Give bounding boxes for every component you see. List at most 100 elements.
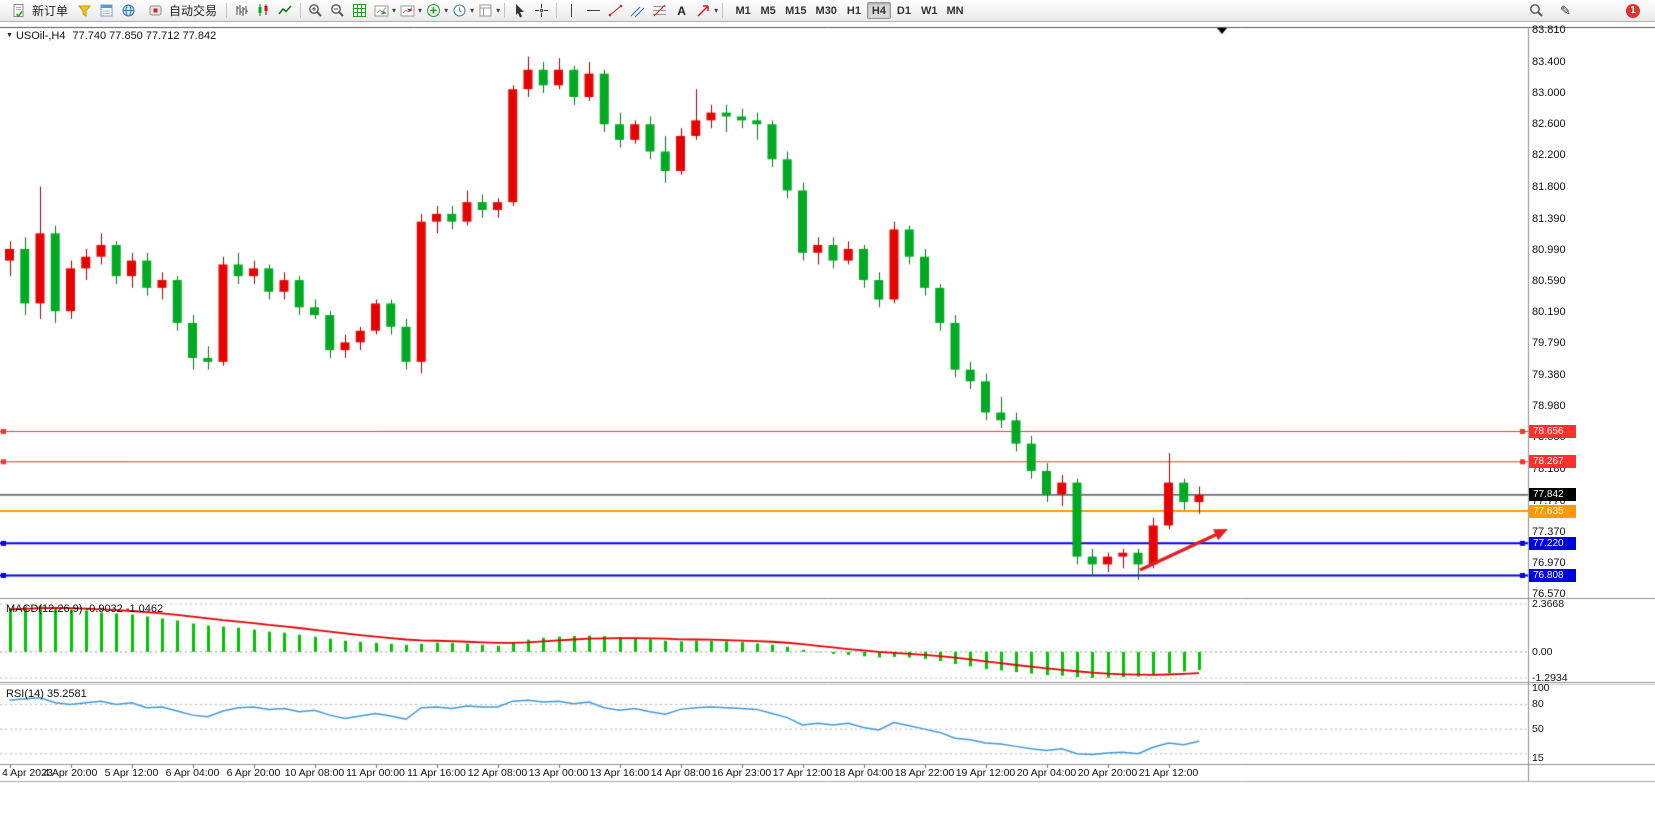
- symbol-collapse-icon[interactable]: ▼: [6, 32, 13, 39]
- timeframe-mn[interactable]: MN: [946, 4, 964, 17]
- dropdown-arrow-icon[interactable]: ▾: [444, 6, 449, 15]
- new-order-button[interactable]: 新订单: [3, 1, 73, 20]
- rsi-scale-label: 50: [1532, 723, 1544, 736]
- time-axis-label: 16 Apr 23:00: [711, 767, 772, 779]
- main-toolbar: 新订单 自动交易 ▾ ▾ ▾ ▾ ▾ A ▾ M1 M5 M15 M30 H1 H4 D1 W…: [0, 0, 1655, 22]
- timeframe-h4[interactable]: H4: [866, 2, 891, 19]
- crosshair-icon[interactable]: [531, 1, 552, 20]
- periods-clock-icon[interactable]: [449, 1, 470, 20]
- price-tag-77635: 77.635: [1529, 504, 1576, 518]
- macd-scale-label: 0.00: [1532, 645, 1553, 658]
- toolbar-separator: [300, 3, 302, 18]
- chart-canvas[interactable]: [0, 22, 1655, 827]
- bar-chart-mode-icon[interactable]: [231, 1, 252, 20]
- new-order-icon: [8, 1, 29, 20]
- grid-icon[interactable]: [349, 1, 370, 20]
- macd-current-values: -0.9032 -1.0462: [85, 603, 164, 615]
- chart-window: ▼ USOil-,H4 77.740 77.850 77.712 77.842 MA…: [0, 22, 1655, 827]
- timeframe-d1[interactable]: D1: [896, 4, 911, 17]
- search-icon[interactable]: [1526, 1, 1547, 20]
- timeframe-m30[interactable]: M30: [815, 4, 837, 17]
- time-axis-label: 18 Apr 04:00: [833, 767, 894, 779]
- trendline-tool-icon[interactable]: [605, 1, 626, 20]
- auto-trading-button[interactable]: 自动交易: [140, 1, 222, 20]
- price-axis-label: 78.980: [1532, 400, 1566, 413]
- price-tag-77842: 77.842: [1529, 488, 1576, 502]
- dropdown-arrow-icon[interactable]: ▾: [418, 6, 423, 15]
- price-tag-78656: 78.656: [1529, 424, 1576, 438]
- price-axis-label: 79.380: [1532, 369, 1566, 382]
- time-axis-label: 12 Apr 08:00: [467, 767, 528, 779]
- horizontal-line-tool-icon[interactable]: [583, 1, 604, 20]
- news-globe-icon[interactable]: [118, 1, 139, 20]
- dropdown-arrow-icon[interactable]: ▾: [714, 6, 719, 15]
- toolbar-separator: [722, 3, 724, 18]
- time-axis-label: 6 Apr 20:00: [226, 767, 281, 779]
- edit-pencil-icon[interactable]: ✎: [1560, 3, 1571, 18]
- vertical-line-tool-icon[interactable]: [561, 1, 582, 20]
- time-axis-label: 21 Apr 12:00: [1138, 767, 1199, 779]
- time-axis-label: 19 Apr 12:00: [955, 767, 1016, 779]
- fibonacci-tool-icon[interactable]: [649, 1, 670, 20]
- price-axis-label: 77.370: [1532, 525, 1566, 538]
- macd-scale-label: 2.3668: [1532, 598, 1565, 610]
- macd-scale-label: -1.2934: [1532, 672, 1568, 684]
- time-axis-label: 6 Apr 04:00: [165, 767, 220, 779]
- templates-icon[interactable]: [475, 1, 496, 20]
- shapes-tool-icon[interactable]: [693, 1, 714, 20]
- price-axis-label: 81.800: [1532, 180, 1566, 193]
- timeframe-w1[interactable]: W1: [920, 4, 938, 17]
- dropdown-arrow-icon[interactable]: ▾: [496, 6, 501, 15]
- data-window-icon[interactable]: [96, 1, 117, 20]
- toolbar-separator: [556, 3, 558, 18]
- market-depth-icon[interactable]: [74, 1, 95, 20]
- time-axis-label: 20 Apr 04:00: [1016, 767, 1077, 779]
- rsi-name: RSI(14): [6, 688, 44, 700]
- cursor-icon[interactable]: [509, 1, 530, 20]
- price-axis-label: 82.200: [1532, 149, 1566, 162]
- toolbar-separator: [504, 3, 506, 18]
- rsi-current-value: 35.2581: [46, 688, 87, 700]
- chart-symbol-timeframe: USOil-,H4: [15, 30, 66, 42]
- toolbar-separator: [226, 3, 228, 18]
- timeframe-m5[interactable]: M5: [760, 4, 776, 17]
- dropdown-arrow-icon[interactable]: ▾: [392, 6, 397, 15]
- text-tool-icon[interactable]: A: [677, 3, 686, 18]
- price-axis-label: 80.190: [1532, 306, 1566, 318]
- candlestick-mode-icon[interactable]: [253, 1, 274, 20]
- zoom-out-icon[interactable]: [327, 1, 348, 20]
- time-axis-label: 4 Apr 2023: [2, 767, 53, 779]
- dropdown-arrow-icon[interactable]: ▾: [470, 6, 475, 15]
- timeframe-m1[interactable]: M1: [735, 4, 751, 17]
- price-axis-label: 83.400: [1532, 55, 1566, 68]
- price-axis-label: 82.600: [1532, 118, 1566, 131]
- timeframe-m15[interactable]: M15: [785, 4, 807, 17]
- price-tag-76808: 76.808: [1529, 568, 1576, 582]
- new-order-label: 新订单: [32, 4, 69, 18]
- rsi-scale-label: 80: [1532, 698, 1544, 711]
- price-axis-label: 80.990: [1532, 243, 1566, 256]
- auto-scroll-icon[interactable]: [371, 1, 392, 20]
- macd-indicator-label: MACD(12,26,9) -0.9032 -1.0462: [6, 603, 163, 615]
- price-axis-label: 80.590: [1532, 274, 1566, 287]
- auto-trading-label: 自动交易: [169, 4, 218, 18]
- time-axis-label: 18 Apr 22:00: [894, 767, 955, 779]
- time-axis-label: 17 Apr 12:00: [772, 767, 833, 779]
- toolbar-right-group: ✎ 1: [1526, 1, 1652, 20]
- channel-tool-icon[interactable]: [627, 1, 648, 20]
- price-tag-78267: 78.267: [1529, 455, 1576, 469]
- zoom-in-icon[interactable]: [305, 1, 326, 20]
- chart-ohlc-values: 77.740 77.850 77.712 77.842: [72, 30, 217, 42]
- chart-title: ▼ USOil-,H4 77.740 77.850 77.712 77.842: [6, 30, 216, 42]
- price-axis-label: 79.790: [1532, 337, 1566, 350]
- price-axis-label: 83.000: [1532, 87, 1566, 100]
- timeframe-group: M1 M5 M15 M30 H1 H4 D1 W1 MN: [731, 2, 967, 19]
- chart-shift-icon[interactable]: [397, 1, 418, 20]
- rsi-scale-label: 15: [1532, 751, 1544, 764]
- price-axis-label: 81.390: [1532, 212, 1566, 225]
- rsi-indicator-label: RSI(14) 35.2581: [6, 688, 87, 700]
- line-chart-mode-icon[interactable]: [275, 1, 296, 20]
- notification-badge[interactable]: 1: [1626, 3, 1640, 18]
- timeframe-h1[interactable]: H1: [846, 4, 861, 17]
- add-indicator-icon[interactable]: [423, 1, 444, 20]
